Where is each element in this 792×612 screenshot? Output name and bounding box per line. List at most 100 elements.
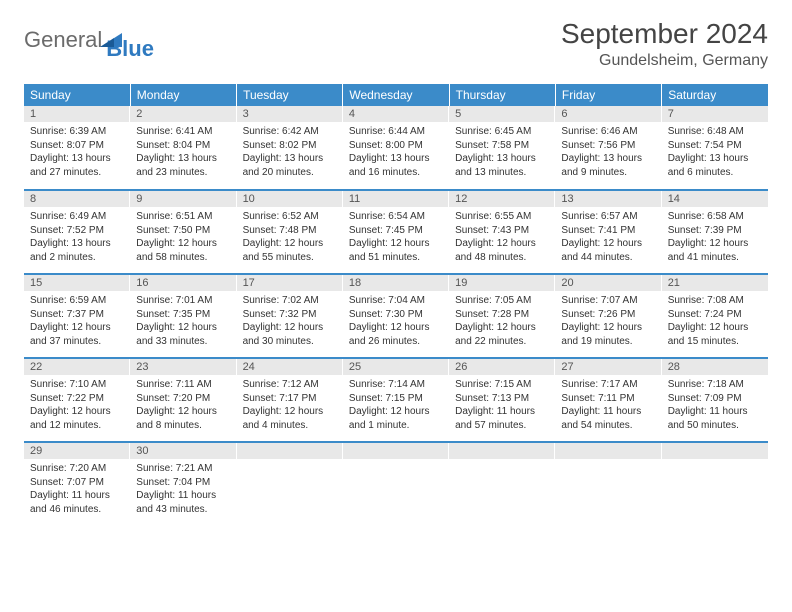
day-info: Sunrise: 7:18 AMSunset: 7:09 PMDaylight:… <box>662 375 768 436</box>
day-daylight2: and 1 minute. <box>349 419 443 433</box>
day-number: 16 <box>130 275 236 291</box>
day-daylight2: and 9 minutes. <box>561 166 655 180</box>
day-daylight1: Daylight: 11 hours <box>561 405 655 419</box>
day-number-empty <box>237 443 343 459</box>
calendar-page: General Blue September 2024 Gundelsheim,… <box>0 0 792 544</box>
day-number: 13 <box>555 191 661 207</box>
weekday-header: Friday <box>555 84 661 106</box>
day-info: Sunrise: 7:10 AMSunset: 7:22 PMDaylight:… <box>24 375 130 436</box>
day-sunset: Sunset: 8:04 PM <box>136 139 230 153</box>
day-daylight1: Daylight: 12 hours <box>455 321 549 335</box>
calendar-week-row: 22Sunrise: 7:10 AMSunset: 7:22 PMDayligh… <box>24 358 768 442</box>
day-sunrise: Sunrise: 7:10 AM <box>30 378 124 392</box>
day-number: 15 <box>24 275 130 291</box>
calendar-day-cell: 26Sunrise: 7:15 AMSunset: 7:13 PMDayligh… <box>449 358 555 442</box>
weekday-header: Wednesday <box>343 84 449 106</box>
day-daylight1: Daylight: 12 hours <box>561 237 655 251</box>
day-sunset: Sunset: 7:32 PM <box>243 308 337 322</box>
calendar-day-cell: 23Sunrise: 7:11 AMSunset: 7:20 PMDayligh… <box>130 358 236 442</box>
day-sunrise: Sunrise: 7:01 AM <box>136 294 230 308</box>
calendar-day-cell: 14Sunrise: 6:58 AMSunset: 7:39 PMDayligh… <box>662 190 768 274</box>
day-sunset: Sunset: 7:07 PM <box>30 476 124 490</box>
day-sunset: Sunset: 7:54 PM <box>668 139 762 153</box>
day-number: 17 <box>237 275 343 291</box>
day-number: 23 <box>130 359 236 375</box>
day-number: 4 <box>343 106 449 122</box>
day-number: 26 <box>449 359 555 375</box>
day-sunrise: Sunrise: 6:49 AM <box>30 210 124 224</box>
day-daylight1: Daylight: 12 hours <box>561 321 655 335</box>
day-info: Sunrise: 6:48 AMSunset: 7:54 PMDaylight:… <box>662 122 768 183</box>
day-daylight1: Daylight: 11 hours <box>668 405 762 419</box>
day-info: Sunrise: 6:55 AMSunset: 7:43 PMDaylight:… <box>449 207 555 268</box>
day-daylight1: Daylight: 12 hours <box>30 405 124 419</box>
day-sunrise: Sunrise: 7:14 AM <box>349 378 443 392</box>
day-number: 18 <box>343 275 449 291</box>
day-daylight2: and 19 minutes. <box>561 335 655 349</box>
location: Gundelsheim, Germany <box>561 52 768 70</box>
weekday-header: Monday <box>130 84 236 106</box>
day-info: Sunrise: 7:04 AMSunset: 7:30 PMDaylight:… <box>343 291 449 352</box>
day-info: Sunrise: 6:44 AMSunset: 8:00 PMDaylight:… <box>343 122 449 183</box>
day-sunset: Sunset: 7:48 PM <box>243 224 337 238</box>
day-number: 24 <box>237 359 343 375</box>
day-sunset: Sunset: 7:45 PM <box>349 224 443 238</box>
day-info: Sunrise: 7:11 AMSunset: 7:20 PMDaylight:… <box>130 375 236 436</box>
calendar-day-cell: 9Sunrise: 6:51 AMSunset: 7:50 PMDaylight… <box>130 190 236 274</box>
day-sunrise: Sunrise: 7:02 AM <box>243 294 337 308</box>
day-sunset: Sunset: 7:56 PM <box>561 139 655 153</box>
day-number: 28 <box>662 359 768 375</box>
calendar-day-cell: 6Sunrise: 6:46 AMSunset: 7:56 PMDaylight… <box>555 106 661 190</box>
day-daylight1: Daylight: 12 hours <box>243 405 337 419</box>
calendar-day-cell: 25Sunrise: 7:14 AMSunset: 7:15 PMDayligh… <box>343 358 449 442</box>
calendar-day-cell: 11Sunrise: 6:54 AMSunset: 7:45 PMDayligh… <box>343 190 449 274</box>
day-daylight1: Daylight: 13 hours <box>136 152 230 166</box>
day-sunrise: Sunrise: 6:46 AM <box>561 125 655 139</box>
day-daylight2: and 16 minutes. <box>349 166 443 180</box>
calendar-week-row: 8Sunrise: 6:49 AMSunset: 7:52 PMDaylight… <box>24 190 768 274</box>
day-number-empty <box>555 443 661 459</box>
calendar-day-cell: 7Sunrise: 6:48 AMSunset: 7:54 PMDaylight… <box>662 106 768 190</box>
calendar-day-cell: 21Sunrise: 7:08 AMSunset: 7:24 PMDayligh… <box>662 274 768 358</box>
day-sunrise: Sunrise: 6:44 AM <box>349 125 443 139</box>
day-daylight1: Daylight: 11 hours <box>136 489 230 503</box>
day-daylight2: and 12 minutes. <box>30 419 124 433</box>
day-number: 12 <box>449 191 555 207</box>
day-info: Sunrise: 7:12 AMSunset: 7:17 PMDaylight:… <box>237 375 343 436</box>
day-sunrise: Sunrise: 7:20 AM <box>30 462 124 476</box>
calendar-day-cell: 12Sunrise: 6:55 AMSunset: 7:43 PMDayligh… <box>449 190 555 274</box>
calendar-day-cell: 22Sunrise: 7:10 AMSunset: 7:22 PMDayligh… <box>24 358 130 442</box>
day-daylight2: and 2 minutes. <box>30 251 124 265</box>
day-daylight2: and 6 minutes. <box>668 166 762 180</box>
day-number-empty <box>343 443 449 459</box>
day-sunset: Sunset: 7:28 PM <box>455 308 549 322</box>
calendar-day-cell <box>343 442 449 526</box>
day-daylight1: Daylight: 13 hours <box>455 152 549 166</box>
day-daylight1: Daylight: 12 hours <box>136 321 230 335</box>
day-number: 11 <box>343 191 449 207</box>
day-sunrise: Sunrise: 6:58 AM <box>668 210 762 224</box>
calendar-day-cell: 19Sunrise: 7:05 AMSunset: 7:28 PMDayligh… <box>449 274 555 358</box>
day-sunset: Sunset: 7:26 PM <box>561 308 655 322</box>
day-sunset: Sunset: 8:07 PM <box>30 139 124 153</box>
calendar-day-cell: 24Sunrise: 7:12 AMSunset: 7:17 PMDayligh… <box>237 358 343 442</box>
day-daylight2: and 26 minutes. <box>349 335 443 349</box>
calendar-day-cell <box>662 442 768 526</box>
day-number: 3 <box>237 106 343 122</box>
logo-text-general: General <box>24 27 102 53</box>
day-sunset: Sunset: 7:35 PM <box>136 308 230 322</box>
day-sunrise: Sunrise: 7:12 AM <box>243 378 337 392</box>
day-daylight2: and 20 minutes. <box>243 166 337 180</box>
day-info: Sunrise: 7:02 AMSunset: 7:32 PMDaylight:… <box>237 291 343 352</box>
day-sunrise: Sunrise: 6:42 AM <box>243 125 337 139</box>
day-sunrise: Sunrise: 6:55 AM <box>455 210 549 224</box>
day-daylight2: and 44 minutes. <box>561 251 655 265</box>
day-info: Sunrise: 7:05 AMSunset: 7:28 PMDaylight:… <box>449 291 555 352</box>
day-sunrise: Sunrise: 7:07 AM <box>561 294 655 308</box>
day-info: Sunrise: 6:41 AMSunset: 8:04 PMDaylight:… <box>130 122 236 183</box>
day-number: 25 <box>343 359 449 375</box>
calendar-day-cell: 28Sunrise: 7:18 AMSunset: 7:09 PMDayligh… <box>662 358 768 442</box>
day-sunset: Sunset: 7:37 PM <box>30 308 124 322</box>
weekday-header: Saturday <box>662 84 768 106</box>
day-info: Sunrise: 7:21 AMSunset: 7:04 PMDaylight:… <box>130 459 236 520</box>
